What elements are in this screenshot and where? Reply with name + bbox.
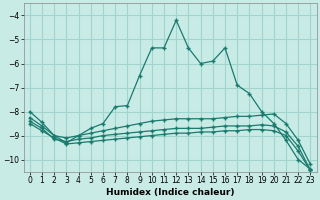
X-axis label: Humidex (Indice chaleur): Humidex (Indice chaleur)	[106, 188, 234, 197]
